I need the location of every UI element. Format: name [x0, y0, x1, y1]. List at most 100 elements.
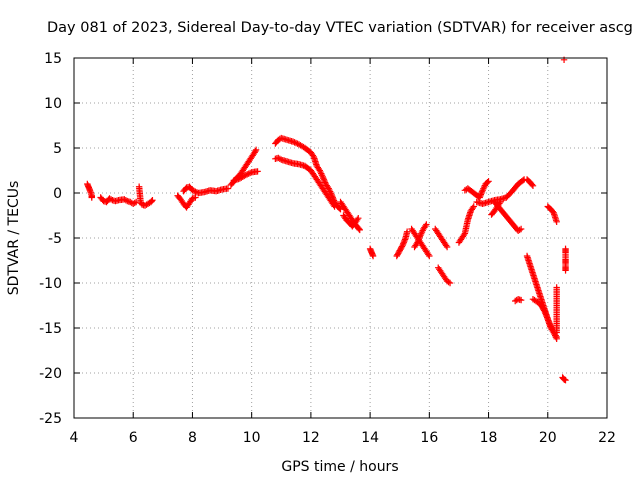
series-arc-9: [272, 154, 338, 210]
y-tick-label: -25: [39, 411, 62, 427]
y-tick-label: -15: [39, 321, 62, 337]
series-arc-18: [455, 203, 477, 246]
y-tick-label: 0: [53, 186, 62, 202]
data-point: [148, 197, 155, 205]
series-arc-8: [272, 134, 344, 213]
series-arc-12: [366, 245, 377, 260]
grid: [74, 58, 607, 418]
data-point: [289, 138, 297, 145]
data-point: [425, 251, 432, 258]
series-arc-29: [562, 245, 569, 274]
y-tick-label: -20: [39, 366, 62, 382]
data-point: [484, 179, 491, 186]
data-point: [446, 279, 454, 287]
data-point: [553, 218, 560, 225]
data-point: [469, 204, 476, 212]
data-point: [354, 216, 361, 223]
x-tick-label: 16: [420, 430, 438, 446]
series-arc-15: [411, 221, 430, 251]
x-tick-label: 10: [243, 430, 261, 446]
series-arc-17: [435, 264, 454, 287]
data-point: [276, 155, 283, 162]
data-point: [485, 178, 492, 185]
data-points: [84, 56, 569, 384]
axis-ticks: 4 6 8 10 12 14 16 18 20 22 -25 -20 -15 -10 -5 0 5 10 15: [39, 51, 616, 446]
data-point: [489, 210, 496, 217]
x-tick-label: 6: [129, 430, 138, 446]
data-point: [553, 329, 560, 336]
data-point: [529, 182, 537, 189]
data-point: [244, 171, 251, 178]
data-point: [426, 252, 433, 260]
data-point: [443, 243, 451, 251]
data-point: [254, 168, 261, 175]
chart-title: Day 081 of 2023, Sidereal Day-to-day VTE…: [47, 20, 633, 36]
data-point: [309, 152, 317, 159]
data-point: [190, 187, 198, 195]
series-arc-5: [180, 183, 232, 197]
data-point: [149, 197, 156, 204]
data-point: [562, 267, 569, 274]
data-point: [488, 211, 495, 218]
data-point: [369, 252, 377, 260]
data-point: [356, 226, 363, 234]
data-point: [528, 181, 536, 188]
series-arc-6: [227, 146, 260, 189]
data-point: [540, 307, 548, 314]
data-point: [291, 139, 298, 146]
data-point: [246, 169, 254, 177]
series-arc-2: [97, 194, 140, 207]
data-point: [292, 139, 300, 147]
data-point: [517, 296, 525, 304]
data-point: [331, 203, 338, 210]
data-point: [470, 203, 477, 210]
data-point: [122, 197, 130, 204]
data-point: [252, 147, 259, 155]
y-tick-label: 15: [44, 51, 62, 67]
series-arc-19: [461, 178, 492, 201]
series-arc-3: [135, 183, 156, 209]
series-arc-11: [340, 212, 362, 230]
data-point: [189, 187, 196, 194]
plot-frame: [73, 57, 608, 419]
data-point: [398, 243, 406, 250]
series-arc-4: [174, 192, 199, 211]
x-axis-label: GPS time / hours: [281, 459, 398, 475]
data-point: [422, 222, 429, 230]
data-point: [553, 335, 560, 342]
data-point: [192, 194, 199, 201]
data-point: [192, 188, 199, 195]
data-point: [460, 231, 468, 239]
x-tick-label: 4: [70, 430, 79, 446]
data-point: [516, 226, 523, 234]
y-tick-label: 5: [53, 141, 62, 157]
y-axis-label: SDTVAR / TECUs: [6, 181, 22, 296]
y-tick-label: -5: [48, 231, 62, 247]
series-arc-28: [544, 203, 560, 225]
data-point: [330, 201, 337, 209]
x-tick-label: 22: [598, 430, 616, 446]
series-arc-1: [84, 180, 95, 201]
y-tick-label: -10: [39, 276, 62, 292]
series-arc-26: [529, 296, 560, 342]
data-point: [445, 278, 452, 286]
series-arc-22: [488, 198, 504, 218]
series-arc-7: [230, 168, 261, 184]
data-point: [423, 221, 430, 228]
x-tick-label: 14: [361, 430, 379, 446]
data-point: [252, 146, 260, 153]
data-point: [355, 225, 363, 233]
data-point: [442, 242, 450, 249]
x-tick-label: 12: [302, 430, 320, 446]
data-point: [562, 377, 569, 384]
series-arc-25: [512, 296, 525, 305]
x-tick-label: 20: [539, 430, 557, 446]
series-arc-30: [559, 374, 569, 384]
y-tick-label: 10: [44, 96, 62, 112]
data-point: [88, 194, 95, 201]
data-point: [355, 215, 362, 222]
data-point: [242, 171, 249, 179]
data-point: [131, 199, 138, 207]
x-tick-label: 8: [188, 430, 197, 446]
